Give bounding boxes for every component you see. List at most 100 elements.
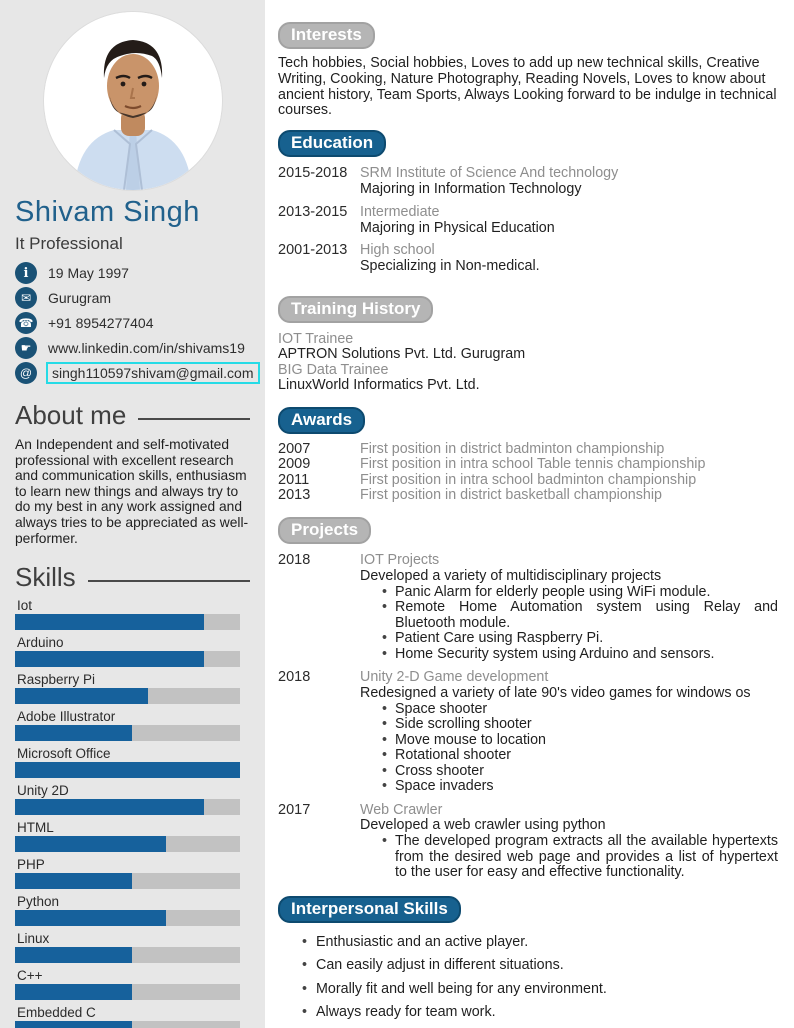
person-title: It Professional (15, 234, 123, 253)
education-years: 2001-2013 (278, 242, 348, 259)
awards-list: 2007 First position in district badminto… (278, 440, 778, 504)
skill-label: Arduino (17, 635, 64, 651)
project-bullet: Space shooter (382, 701, 778, 718)
skill-item: Linux (15, 931, 250, 964)
skill-label: Raspberry Pi (17, 672, 96, 688)
hand-globe-icon: ☛ (15, 337, 37, 359)
skill-label: Linux (17, 931, 50, 947)
project-bullet: Rotational shooter (382, 748, 778, 764)
award-text: First position in district badminton cha… (360, 440, 665, 457)
skill-label: Python (17, 894, 60, 910)
education-school: High school (360, 242, 435, 259)
skill-bar-track (15, 799, 240, 816)
project-name: IOT Projects (360, 551, 440, 568)
education-school: Intermediate (360, 203, 440, 220)
main-column: Interests Tech hobbies, Social hobbies, … (265, 0, 794, 1028)
phone-text: +91 8954277404 (48, 315, 154, 331)
skill-bar-track (15, 947, 240, 964)
contact-row-linkedin: ☛ www.linkedin.com/in/shivams19 (15, 337, 250, 359)
skill-bar-track (15, 910, 240, 927)
linkedin-url[interactable]: www.linkedin.com/in/shivams19 (48, 340, 245, 356)
project-bullet: Space invaders (382, 779, 778, 795)
contact-row-phone: ☎ +91 8954277404 (15, 312, 250, 334)
skill-bar-fill (15, 836, 166, 853)
project-bullets: Panic Alarm for elderly people using WiF… (382, 584, 778, 663)
education-detail: Majoring in Physical Education (360, 219, 555, 236)
skill-bar-fill (15, 725, 132, 742)
projects-section-badge: Projects (278, 516, 372, 544)
skill-item: Adobe Illustrator (15, 709, 250, 742)
award-text: First position in district basketball ch… (360, 487, 662, 504)
project-bullets: The developed program extracts all the a… (382, 834, 778, 881)
skills-list: Iot Arduino Raspberry Pi Adobe Illustrat… (15, 598, 250, 1028)
heading-rule (138, 418, 250, 420)
skill-item: Python (15, 894, 250, 927)
education-years: 2013-2015 (278, 203, 348, 220)
project-bullets: Space shooter Side scrolling shooter Mov… (382, 701, 778, 795)
award-row: 2009 First position in intra school Tabl… (278, 457, 778, 473)
award-year: 2011 (278, 471, 310, 488)
skill-item: Unity 2D (15, 783, 250, 816)
education-school: SRM Institute of Science And technology (360, 165, 619, 182)
education-section-badge: Education (278, 130, 387, 158)
skill-label: PHP (17, 857, 45, 873)
skill-bar-fill (15, 873, 132, 890)
interpersonal-skills-section-badge: Interpersonal Skills (278, 895, 461, 923)
info-icon: i (15, 262, 37, 284)
skill-bar-track (15, 984, 240, 1001)
award-text: First position in intra school badminton… (360, 471, 697, 488)
person-name: Shivam Singh (15, 196, 200, 228)
skill-bar-track (15, 725, 240, 742)
awards-section-badge: Awards (278, 406, 366, 434)
skill-bar-fill (15, 614, 204, 631)
at-icon: @ (15, 362, 37, 384)
skill-bar-track (15, 1021, 240, 1028)
skill-item: Embedded C (15, 1005, 250, 1028)
award-text: First position in intra school Table ten… (360, 456, 706, 473)
award-row: 2013 First position in district basketba… (278, 488, 778, 504)
skill-bar-track (15, 836, 240, 853)
education-detail: Specializing in Non-medical. (360, 258, 540, 275)
interpersonal-skills-list: Enthusiastic and an active player. Can e… (302, 934, 778, 1028)
award-row: 2007 First position in district badminto… (278, 440, 778, 458)
about-me-heading-text: About me (15, 400, 127, 430)
skill-label: Unity 2D (17, 783, 69, 799)
skills-heading-text: Skills (15, 562, 76, 593)
skill-item: Raspberry Pi (15, 672, 250, 705)
education-entry: 2015-2018 SRM Institute of Science And t… (278, 165, 778, 198)
project-bullet: Side scrolling shooter (382, 717, 778, 733)
contact-row-location: ✉ Gurugram (15, 287, 250, 309)
education-entry: 2013-2015 Intermediate Majoring in Physi… (278, 203, 778, 237)
project-bullet: Remote Home Automation system using Rela… (382, 599, 778, 631)
interpersonal-skill: Morally fit and well being for any envir… (302, 981, 778, 997)
award-row: 2011 First position in intra school badm… (278, 471, 778, 489)
projects-list: 2018 IOT Projects Developed a variety of… (278, 551, 778, 881)
about-me-heading: About me (15, 399, 250, 431)
award-year: 2013 (278, 487, 311, 504)
project-bullet: Move mouse to location (382, 732, 778, 749)
project-bullet: The developed program extracts all the a… (382, 834, 778, 881)
skill-bar-fill (15, 799, 204, 816)
skill-label: Embedded C (17, 1005, 96, 1021)
skill-label: C++ (17, 968, 43, 984)
training-company: LinuxWorld Informatics Pvt. Ltd. (278, 377, 480, 394)
envelope-icon: ✉ (15, 287, 37, 309)
interpersonal-skill: Can easily adjust in different situation… (302, 958, 778, 974)
email-address[interactable]: singh110597shivam@gmail.com (46, 362, 260, 384)
skill-bar-track (15, 651, 240, 668)
contact-row-birthdate: i 19 May 1997 (15, 262, 250, 284)
project-bullet: Home Security system using Arduino and s… (382, 646, 778, 663)
project-entry-web-crawler: 2017 Web Crawler Developed a web crawler… (278, 802, 778, 881)
skill-bar-fill (15, 910, 166, 927)
skill-bar-fill (15, 688, 148, 705)
training-company: APTRON Solutions Pvt. Ltd. Gurugram (278, 346, 526, 363)
heading-rule (87, 580, 250, 583)
phone-icon: ☎ (15, 312, 37, 334)
skill-bar-fill (15, 762, 240, 779)
skill-item: HTML (15, 820, 250, 853)
skill-bar-fill (15, 984, 132, 1001)
skill-bar-track (15, 762, 240, 779)
portrait-illustration (43, 12, 222, 190)
training-history-section-badge: Training History (278, 295, 434, 323)
